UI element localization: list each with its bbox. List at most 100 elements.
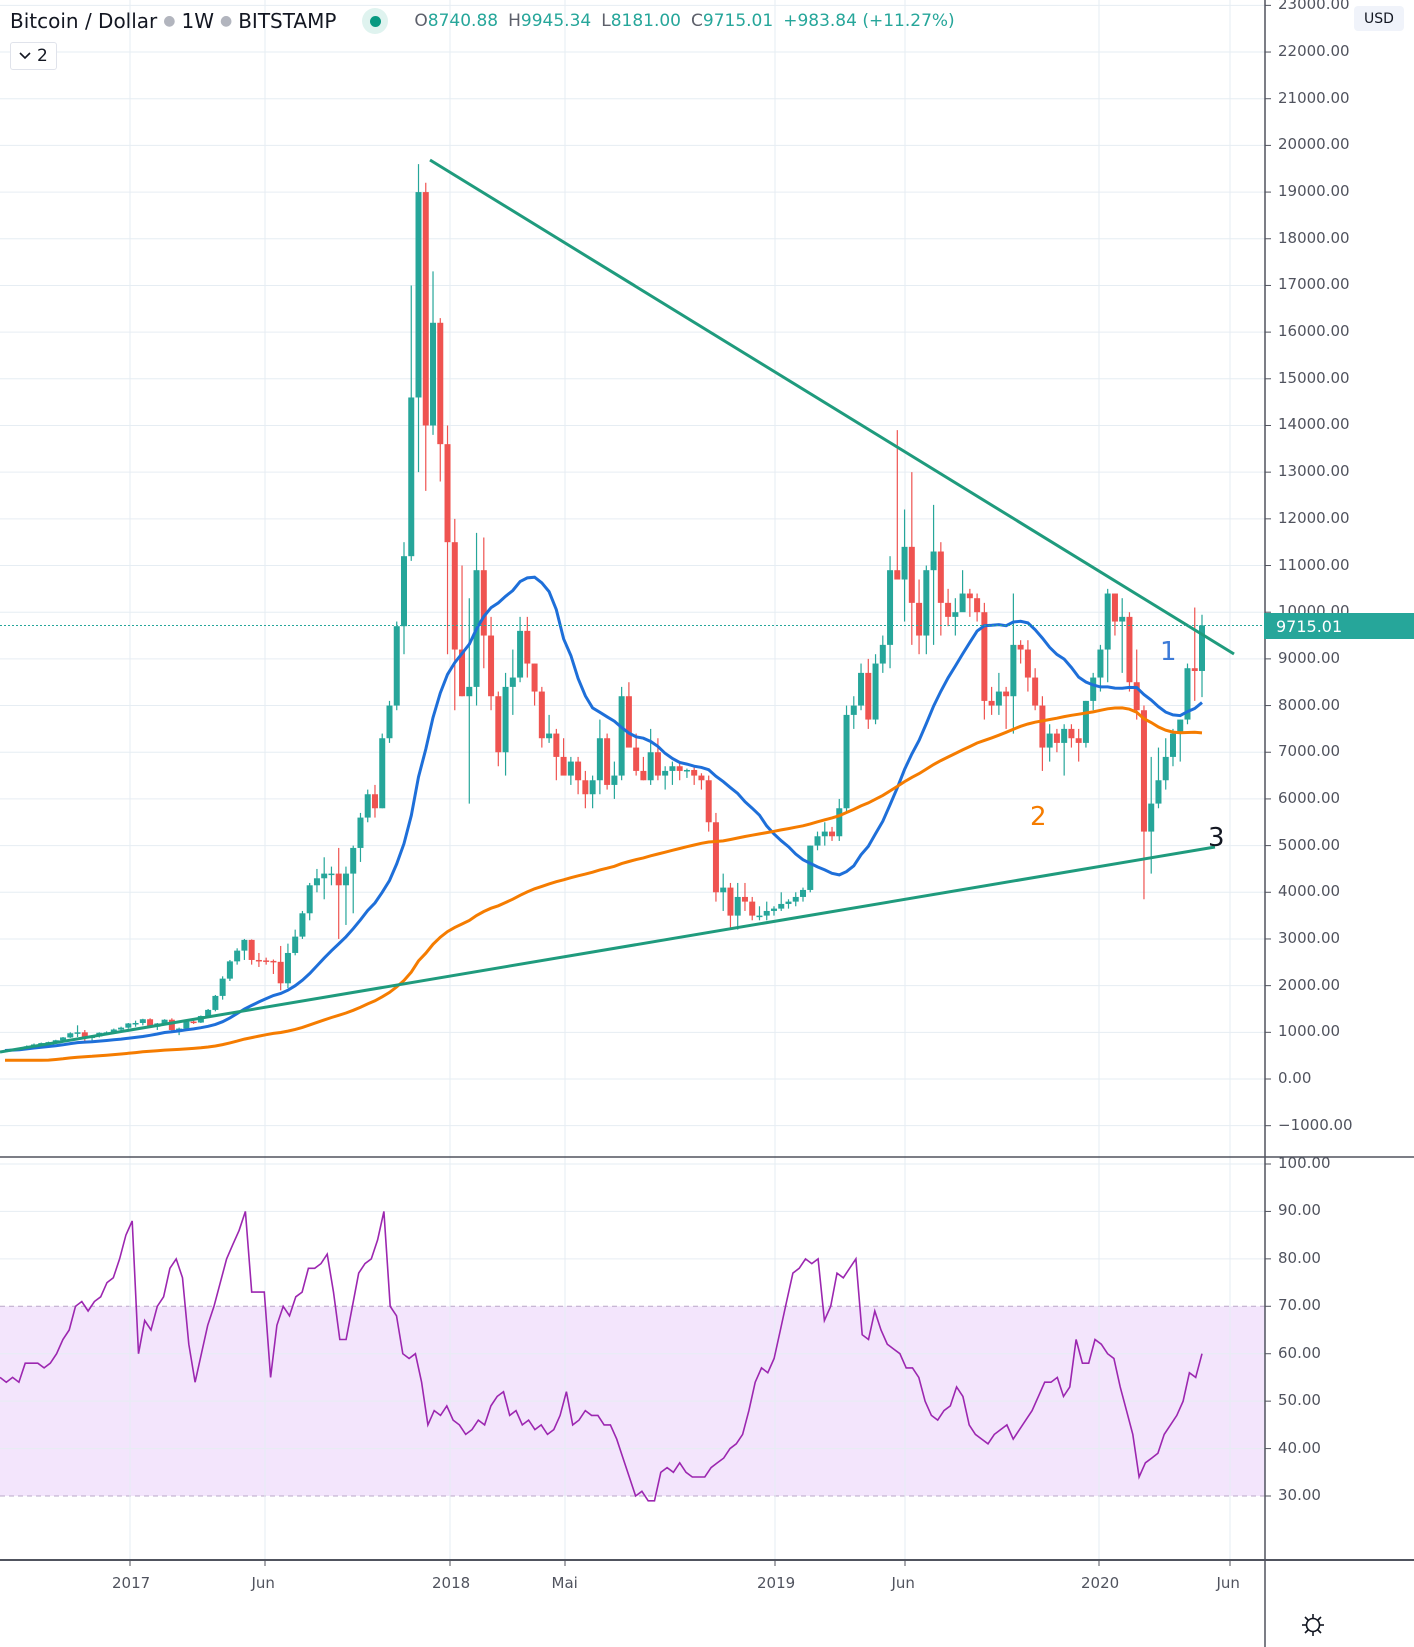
price-tick-label: 5000.00 [1278, 835, 1341, 854]
candle [386, 700, 393, 743]
time-tick-label: 2017 [112, 1574, 151, 1592]
interval-label[interactable]: 1W [181, 9, 214, 33]
candle [1097, 644, 1104, 692]
time-tick-label: Jun [1216, 1574, 1240, 1592]
chart-annotation-1[interactable]: 1 [1160, 637, 1177, 667]
price-tick-label: 3000.00 [1278, 928, 1341, 947]
candle [582, 770, 589, 809]
candle [974, 593, 981, 622]
candle [553, 728, 560, 781]
candle [850, 696, 857, 729]
chart-annotation-3[interactable]: 3 [1208, 823, 1225, 853]
candle [531, 663, 538, 706]
candle [988, 686, 995, 715]
candle [756, 906, 763, 921]
indicators-collapse-button[interactable]: 2 [10, 42, 57, 70]
candle [575, 756, 582, 795]
candle [408, 285, 415, 561]
candle [509, 649, 516, 715]
candle [488, 616, 495, 711]
candle [335, 847, 342, 939]
candle [350, 845, 357, 914]
candle [879, 635, 886, 673]
candle [887, 556, 894, 669]
candle [1133, 649, 1140, 720]
price-tick-label: 15000.00 [1278, 368, 1350, 387]
price-tick-label: 1000.00 [1278, 1022, 1341, 1041]
market-status-icon[interactable] [362, 8, 389, 34]
candle [248, 939, 255, 965]
candle [705, 775, 712, 832]
price-tick-label: 12000.00 [1278, 508, 1350, 527]
rsi-tick-label: 50.00 [1278, 1391, 1321, 1410]
symbol-legend[interactable]: Bitcoin / Dollar ● 1W ● BITSTAMP O8740.8… [10, 8, 955, 34]
candle [712, 812, 719, 902]
candle [183, 1021, 190, 1030]
candle [923, 565, 930, 655]
candle [1010, 593, 1017, 734]
rsi-tick-label: 90.00 [1278, 1201, 1321, 1220]
candle [981, 602, 988, 720]
low-label: L [601, 11, 611, 31]
price-tick-label: 2000.00 [1278, 975, 1341, 994]
open-value: 8740.88 [427, 11, 499, 31]
candle [459, 565, 466, 697]
candle [1090, 672, 1097, 711]
candle [517, 616, 524, 683]
candle [792, 892, 799, 907]
ma-slow-line [5, 706, 1203, 1062]
candle [1119, 598, 1126, 673]
high-value: 9945.34 [520, 11, 592, 31]
candle [734, 882, 741, 930]
candle [821, 822, 828, 846]
candle [749, 896, 756, 921]
candle [843, 705, 850, 813]
candle [451, 518, 458, 711]
time-tick-label: Mai [551, 1574, 578, 1592]
ohlc-values: O8740.88 H9945.34 L8181.00 C9715.01 +983… [414, 11, 954, 31]
candle [676, 761, 683, 781]
candle [683, 768, 690, 778]
rsi-tick-label: 70.00 [1278, 1296, 1321, 1315]
current-price-badge: 9715.01 [1264, 613, 1414, 639]
candle [226, 959, 233, 981]
candle [858, 663, 865, 711]
candle [596, 719, 603, 795]
candle [959, 570, 966, 613]
candle [364, 789, 371, 823]
candle [263, 957, 270, 965]
rsi-tick-label: 60.00 [1278, 1343, 1321, 1362]
candle [633, 733, 640, 776]
candle [342, 866, 349, 925]
candle [1039, 696, 1046, 771]
candle [691, 766, 698, 785]
candle [865, 658, 872, 729]
close-value: 9715.01 [702, 11, 774, 31]
candle [1126, 612, 1133, 692]
candle [1184, 663, 1191, 725]
candle [321, 857, 328, 900]
candle [1148, 756, 1155, 874]
candle [118, 1026, 125, 1031]
price-tick-label: −1000.00 [1278, 1115, 1353, 1134]
candle [1191, 607, 1198, 701]
separator-dot: ● [163, 13, 176, 29]
price-tick-label: 17000.00 [1278, 275, 1350, 294]
rsi-tick-label: 100.00 [1278, 1154, 1331, 1172]
candle [473, 532, 480, 706]
candle [393, 621, 400, 711]
chevron-down-icon [19, 52, 31, 60]
candle [720, 873, 727, 911]
candle [255, 952, 262, 967]
candle [640, 756, 647, 781]
candle [698, 773, 705, 790]
candle [241, 938, 248, 960]
gear-icon[interactable] [1300, 1612, 1326, 1638]
candle [727, 882, 734, 930]
candle [168, 1018, 175, 1033]
chart-annotation-2[interactable]: 2 [1030, 802, 1047, 832]
candle [1104, 588, 1111, 683]
currency-badge[interactable]: USD [1354, 6, 1404, 31]
candle [67, 1032, 74, 1038]
